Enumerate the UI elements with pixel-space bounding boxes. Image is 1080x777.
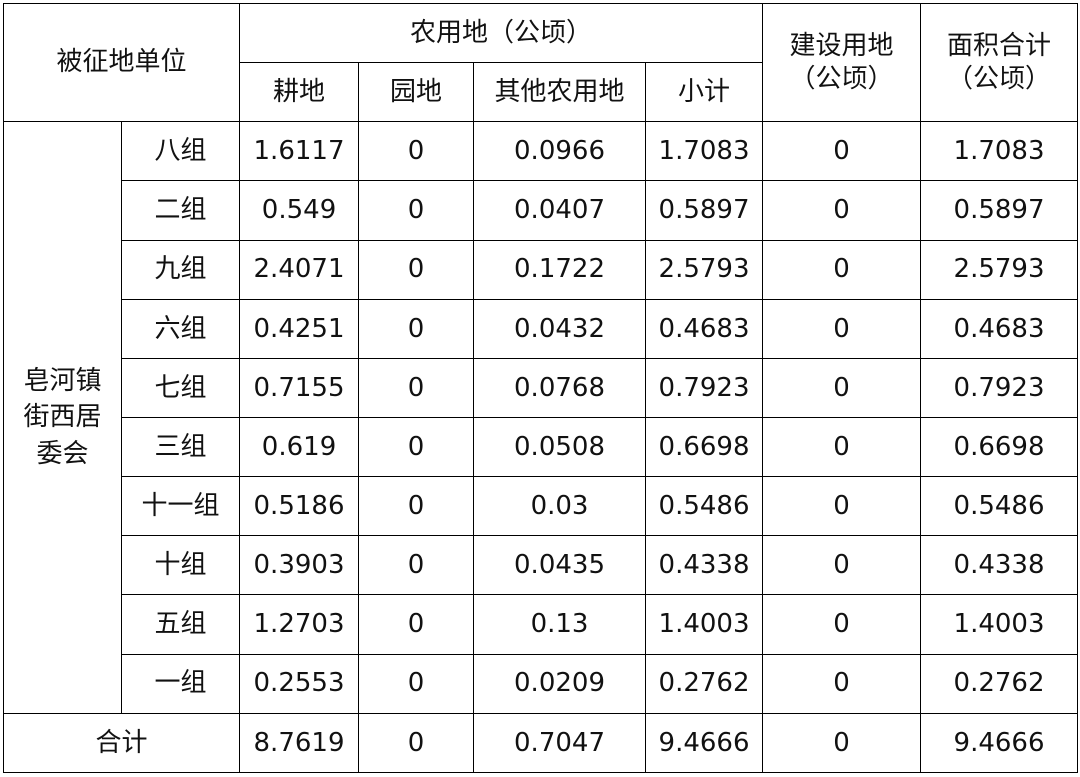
construction-cell: 0 bbox=[762, 357, 922, 418]
construction-cell: 0 bbox=[762, 239, 922, 300]
group-cell: 二组 bbox=[120, 180, 241, 241]
cultivated-cell: 0.619 bbox=[239, 416, 360, 478]
garden-cell: 0 bbox=[358, 121, 475, 182]
header-subtotal: 小计 bbox=[645, 62, 764, 123]
header-garden: 园地 bbox=[358, 62, 475, 123]
other-farm-cell: 0.13 bbox=[473, 594, 647, 655]
construction-cell: 0 bbox=[762, 653, 922, 714]
garden-cell: 0 bbox=[358, 653, 475, 714]
subtotal-cell: 0.5897 bbox=[645, 180, 764, 241]
total-row: 合计 8.7619 0 0.7047 9.4666 0 9.4666 bbox=[2, 712, 1079, 774]
cultivated-cell: 0.549 bbox=[239, 180, 360, 241]
table-row: 七组 0.7155 0 0.0768 0.7923 0 0.7923 bbox=[4, 357, 1079, 418]
subtotal-cell: 0.7923 bbox=[645, 357, 764, 418]
table-row: 五组 1.2703 0 0.13 1.4003 0 1.4003 bbox=[4, 594, 1079, 655]
subtotal-cell: 1.7083 bbox=[645, 121, 764, 182]
subtotal-cell: 1.4003 bbox=[645, 594, 764, 655]
header-construction: 建设用地 （公顷） bbox=[762, 2, 922, 123]
construction-cell: 0 bbox=[762, 535, 922, 596]
header-unit: 被征地单位 bbox=[2, 2, 241, 123]
subtotal-cell: 0.2762 bbox=[645, 653, 764, 714]
construction-cell: 0 bbox=[762, 298, 922, 359]
header-farmland-group: 农用地（公顷） bbox=[239, 2, 764, 64]
construction-cell: 0 bbox=[762, 416, 922, 478]
garden-cell: 0 bbox=[358, 180, 475, 241]
total-area-cell: 2.5793 bbox=[920, 239, 1079, 300]
subtotal-cell: 0.4338 bbox=[645, 535, 764, 596]
other-farm-cell: 0.0768 bbox=[473, 357, 647, 418]
committee-cell: 皂河镇 街西居 委会 bbox=[3, 121, 122, 714]
cultivated-cell: 0.7155 bbox=[239, 357, 360, 418]
table-row: 十一组 0.5186 0 0.03 0.5486 0 0.5486 bbox=[4, 476, 1079, 537]
garden-cell: 0 bbox=[358, 357, 475, 418]
total-area-cell: 0.6698 bbox=[920, 416, 1079, 478]
garden-cell: 0 bbox=[358, 416, 475, 478]
table-row: 十组 0.3903 0 0.0435 0.4338 0 0.4338 bbox=[4, 535, 1079, 596]
construction-cell: 0 bbox=[762, 180, 922, 241]
other-farm-cell: 0.0432 bbox=[473, 298, 647, 359]
table-row: 皂河镇 街西居 委会 八组 1.6117 0 0.0966 1.7083 0 1… bbox=[3, 121, 1079, 714]
group-cell: 九组 bbox=[120, 239, 241, 300]
total-area-cell: 1.7083 bbox=[920, 121, 1079, 182]
total-label: 合计 bbox=[2, 712, 241, 774]
total-construction: 0 bbox=[762, 712, 922, 774]
other-farm-cell: 0.0508 bbox=[473, 416, 647, 478]
other-farm-cell: 0.1722 bbox=[473, 239, 647, 300]
total-area-cell: 0.7923 bbox=[920, 357, 1079, 418]
total-area-cell: 0.2762 bbox=[920, 653, 1079, 714]
other-farm-cell: 0.03 bbox=[473, 476, 647, 537]
total-area: 9.4666 bbox=[920, 712, 1079, 774]
construction-cell: 0 bbox=[762, 121, 922, 182]
header-total-area: 面积合计 （公顷） bbox=[920, 2, 1079, 123]
table-row: 三组 0.619 0 0.0508 0.6698 0 0.6698 bbox=[4, 416, 1079, 478]
total-subtotal: 9.4666 bbox=[645, 712, 764, 774]
header-other-farm: 其他农用地 bbox=[473, 62, 647, 123]
construction-cell: 0 bbox=[762, 476, 922, 537]
group-cell: 十组 bbox=[120, 535, 241, 596]
header-cultivated: 耕地 bbox=[239, 62, 360, 123]
construction-cell: 0 bbox=[762, 594, 922, 655]
garden-cell: 0 bbox=[358, 476, 475, 537]
table-row: 六组 0.4251 0 0.0432 0.4683 0 0.4683 bbox=[4, 298, 1079, 359]
total-area-cell: 0.4683 bbox=[920, 298, 1079, 359]
cultivated-cell: 0.2553 bbox=[239, 653, 360, 714]
garden-cell: 0 bbox=[358, 298, 475, 359]
garden-cell: 0 bbox=[358, 535, 475, 596]
subtotal-cell: 0.5486 bbox=[645, 476, 764, 537]
cultivated-cell: 0.5186 bbox=[239, 476, 360, 537]
total-area-cell: 1.4003 bbox=[920, 594, 1079, 655]
group-cell: 八组 bbox=[120, 121, 241, 182]
group-cell: 七组 bbox=[120, 357, 241, 418]
subtotal-cell: 2.5793 bbox=[645, 239, 764, 300]
table-row: 九组 2.4071 0 0.1722 2.5793 0 2.5793 bbox=[4, 239, 1079, 300]
cultivated-cell: 1.2703 bbox=[239, 594, 360, 655]
other-farm-cell: 0.0966 bbox=[473, 121, 647, 182]
group-cell: 一组 bbox=[120, 653, 241, 714]
total-other-farm: 0.7047 bbox=[473, 712, 647, 774]
total-area-cell: 0.5897 bbox=[920, 180, 1079, 241]
other-farm-cell: 0.0435 bbox=[473, 535, 647, 596]
total-area-cell: 0.5486 bbox=[920, 476, 1079, 537]
cultivated-cell: 0.3903 bbox=[239, 535, 360, 596]
other-farm-cell: 0.0209 bbox=[473, 653, 647, 714]
total-garden: 0 bbox=[358, 712, 475, 774]
group-cell: 五组 bbox=[120, 594, 241, 655]
total-area-cell: 0.4338 bbox=[920, 535, 1079, 596]
garden-cell: 0 bbox=[358, 239, 475, 300]
cultivated-cell: 0.4251 bbox=[239, 298, 360, 359]
other-farm-cell: 0.0407 bbox=[473, 180, 647, 241]
group-cell: 十一组 bbox=[120, 476, 241, 537]
group-cell: 三组 bbox=[120, 416, 241, 478]
garden-cell: 0 bbox=[358, 594, 475, 655]
table-row: 一组 0.2553 0 0.0209 0.2762 0 0.2762 bbox=[4, 653, 1079, 714]
table-row: 二组 0.549 0 0.0407 0.5897 0 0.5897 bbox=[4, 180, 1079, 241]
cultivated-cell: 1.6117 bbox=[239, 121, 360, 182]
group-cell: 六组 bbox=[120, 298, 241, 359]
subtotal-cell: 0.4683 bbox=[645, 298, 764, 359]
cultivated-cell: 2.4071 bbox=[239, 239, 360, 300]
total-cultivated: 8.7619 bbox=[239, 712, 360, 774]
subtotal-cell: 0.6698 bbox=[645, 416, 764, 478]
